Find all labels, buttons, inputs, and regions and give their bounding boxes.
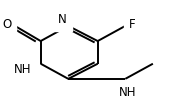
Text: N: N	[58, 13, 67, 26]
Text: O: O	[2, 18, 11, 31]
Text: F: F	[129, 18, 136, 31]
Text: NH: NH	[14, 63, 31, 76]
Text: NH: NH	[119, 86, 137, 99]
